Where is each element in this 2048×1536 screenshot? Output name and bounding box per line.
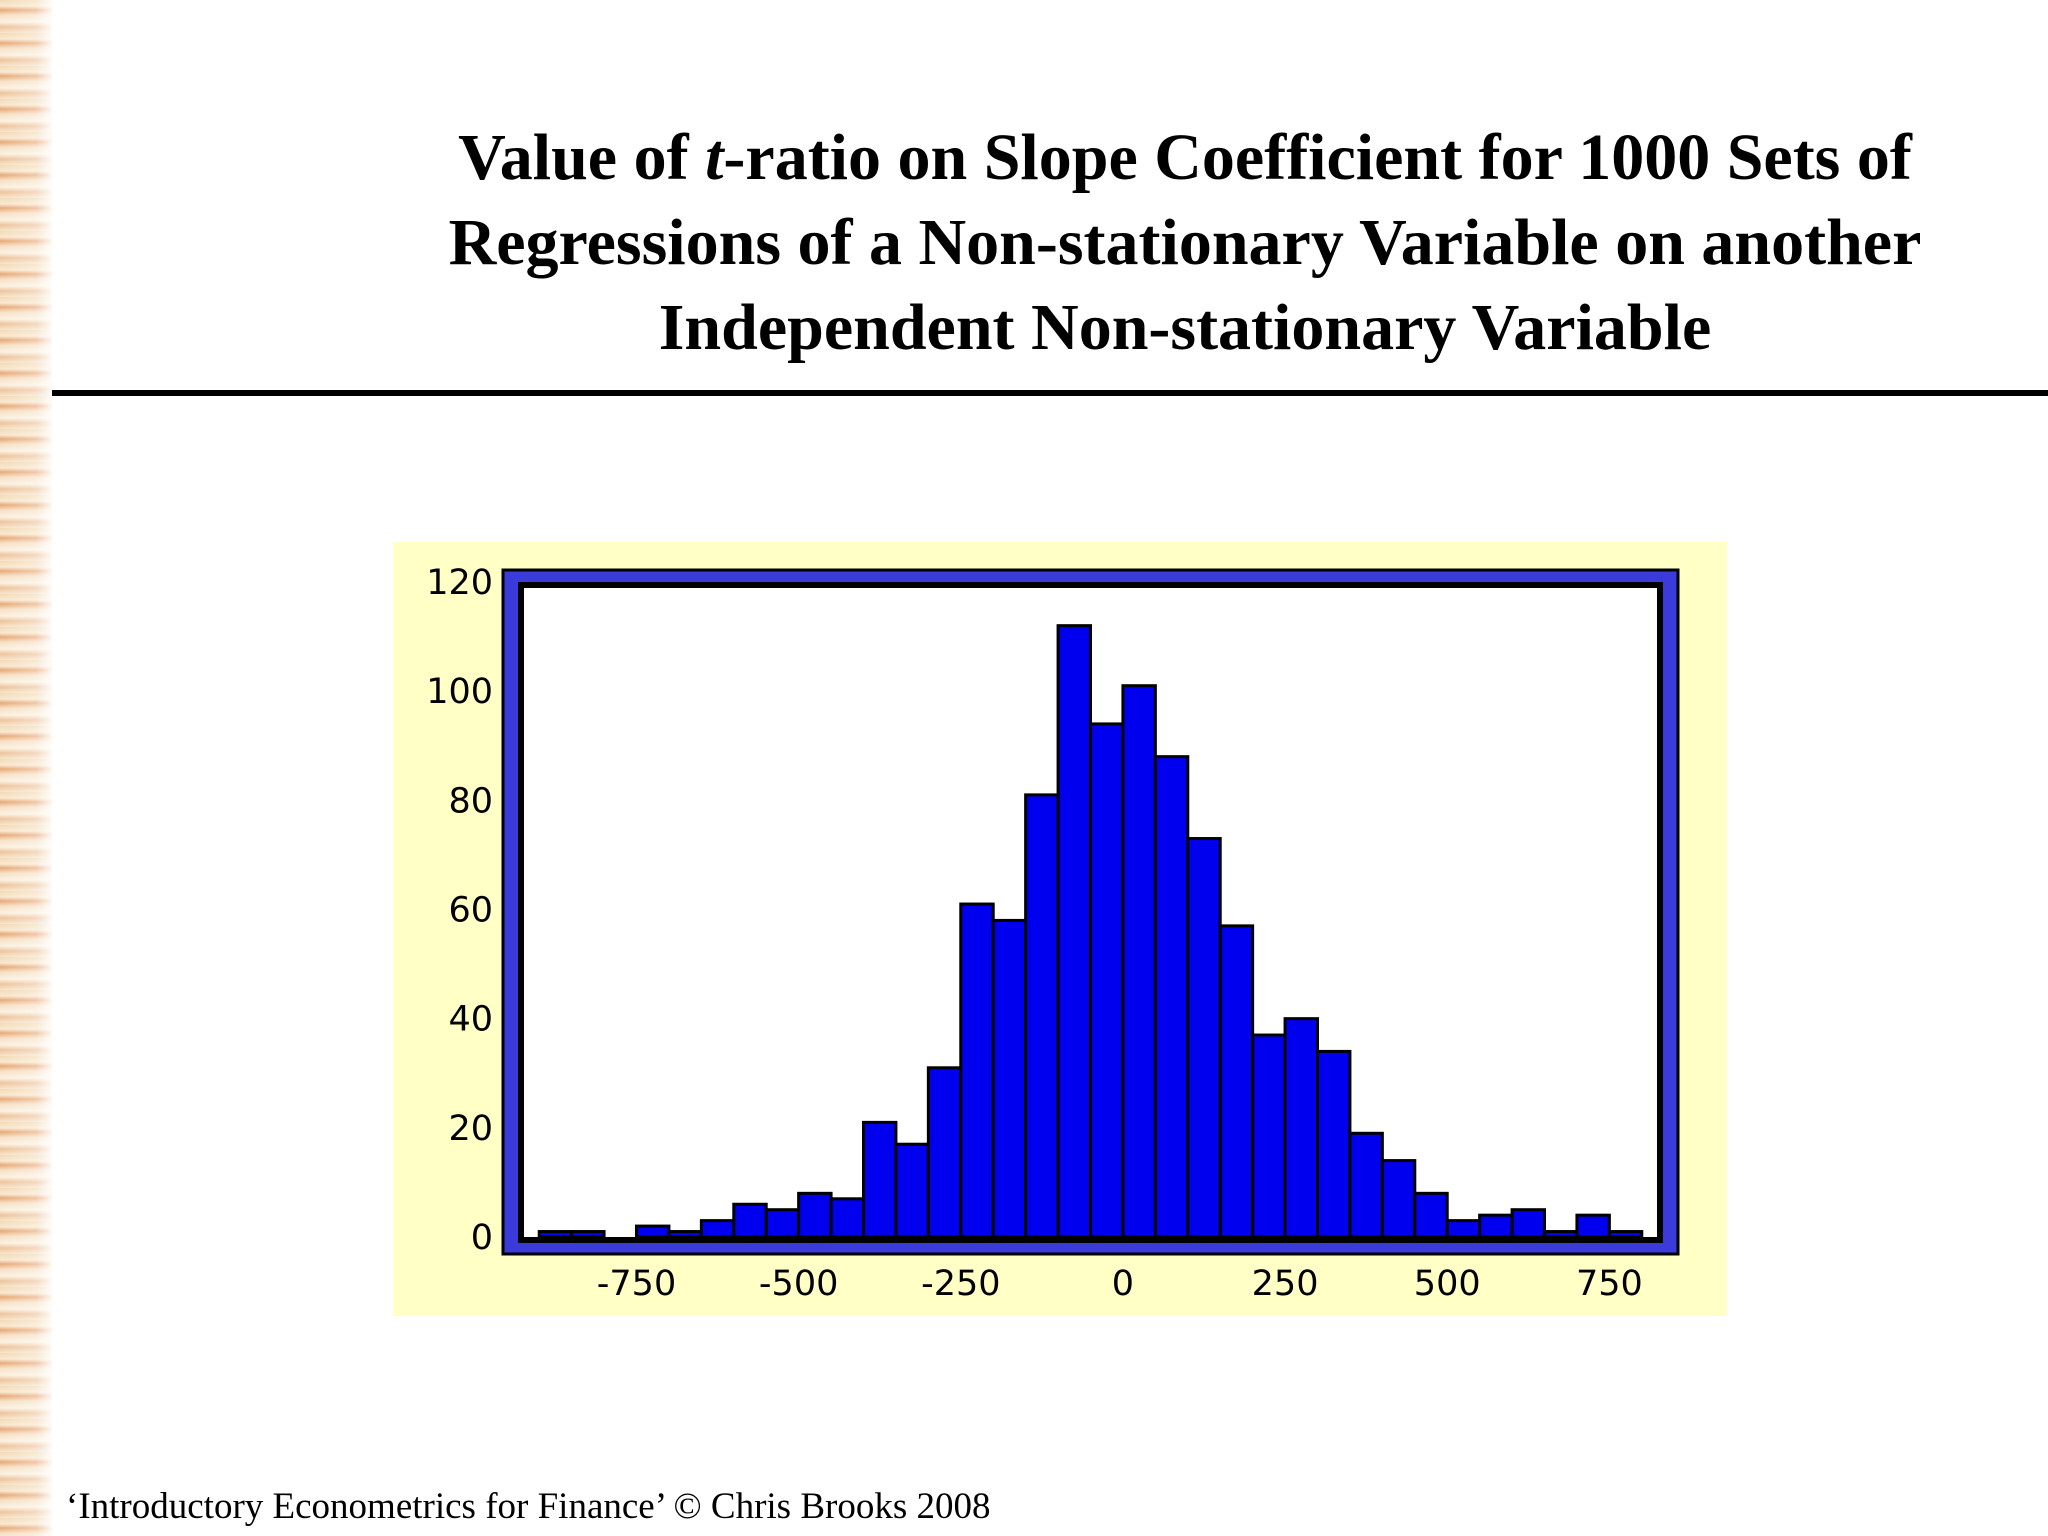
histogram-bars (537, 624, 1644, 1239)
title-line-2: Regressions of a Non-stationary Variable… (448, 206, 1922, 279)
y-tick-label: 60 (448, 891, 493, 931)
histogram-bar (1089, 722, 1125, 1239)
x-tick-label: 500 (1414, 1264, 1481, 1304)
histogram-bar (894, 1142, 930, 1239)
histogram-bar (1218, 924, 1255, 1239)
y-tick-label: 0 (471, 1218, 493, 1258)
y-tick-label: 120 (426, 563, 493, 603)
histogram-bar (732, 1202, 768, 1239)
title-line-1: Value of t-ratio on Slope Coefficient fo… (458, 121, 1912, 194)
x-tick-label: 250 (1252, 1264, 1319, 1304)
histogram-bar (926, 1066, 963, 1239)
y-tick-label: 100 (426, 672, 493, 712)
x-axis-tick-labels: -750 -500 -250 0 250 500 750 (597, 1264, 1643, 1304)
title-divider-rule (52, 390, 2048, 396)
x-tick-label: -250 (921, 1264, 1000, 1304)
histogram-bar (1153, 755, 1190, 1239)
histogram-bar (829, 1197, 866, 1239)
histogram-bar (1121, 684, 1157, 1239)
title-italic-t: t (705, 121, 724, 194)
histogram-bar (537, 1230, 574, 1239)
histogram-bar (570, 1230, 606, 1239)
histogram-bar (1478, 1213, 1514, 1239)
histogram-bar (1316, 1049, 1352, 1239)
histogram-bar (959, 902, 995, 1239)
histogram-bar (1024, 793, 1060, 1239)
x-tick-label: -500 (759, 1264, 838, 1304)
histogram-bar (1348, 1131, 1384, 1239)
histogram-bar (1186, 837, 1222, 1239)
decorative-side-stripe (0, 0, 52, 1536)
histogram-bar (1251, 1033, 1287, 1239)
y-tick-label: 20 (448, 1109, 493, 1149)
histogram-bar (1056, 624, 1092, 1239)
histogram-bar (764, 1208, 801, 1239)
histogram-bar (1380, 1159, 1417, 1239)
histogram-bar (1445, 1219, 1482, 1239)
histogram-bar (1575, 1213, 1611, 1239)
slide-title: Value of t-ratio on Slope Coefficient fo… (330, 115, 2040, 370)
y-axis-tick-labels: 0 20 40 60 80 100 120 (426, 563, 493, 1258)
histogram-bar (1413, 1191, 1449, 1239)
x-tick-label: 0 (1112, 1264, 1134, 1304)
histogram-bar (1510, 1208, 1546, 1239)
histogram-bar (635, 1224, 671, 1239)
histogram-chart: 0 20 40 60 80 100 120 -750 -500 -250 0 250 500 750 (393, 542, 1727, 1316)
y-tick-label: 40 (448, 1000, 493, 1040)
histogram-bar (667, 1230, 703, 1239)
x-tick-label: 750 (1576, 1264, 1643, 1304)
histogram-bar (991, 918, 1028, 1239)
histogram-bar (862, 1120, 898, 1239)
histogram-bar (1543, 1230, 1579, 1239)
title-line-3: Independent Non-stationary Variable (658, 291, 1712, 364)
histogram-bar (1607, 1230, 1644, 1239)
x-tick-label: -750 (597, 1264, 676, 1304)
histogram-bar (1283, 1017, 1319, 1239)
footer-copyright: ‘Introductory Econometrics for Finance’ … (66, 1486, 991, 1527)
y-tick-label: 80 (448, 781, 493, 821)
histogram-svg: 0 20 40 60 80 100 120 -750 -500 -250 0 250 500 750 (393, 542, 1727, 1316)
histogram-bar (797, 1191, 833, 1239)
histogram-bar (699, 1219, 736, 1239)
